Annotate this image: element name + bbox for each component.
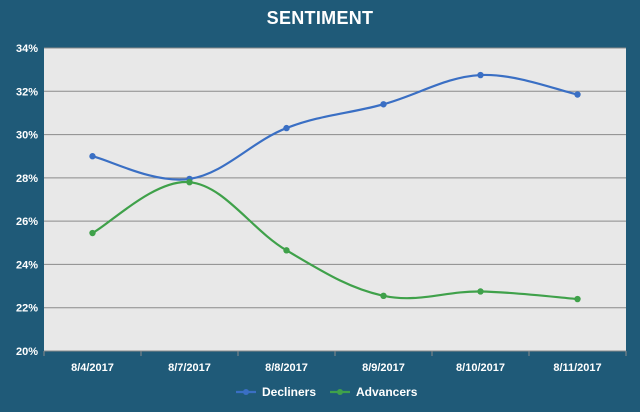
data-point-decliners: [574, 91, 581, 98]
x-tick-label: 8/7/2017: [168, 362, 211, 374]
legend-label-advancers: Advancers: [356, 385, 418, 399]
x-tick-label: 8/11/2017: [553, 362, 601, 374]
data-point-decliners: [380, 101, 387, 108]
legend-marker-decliners: [243, 389, 249, 395]
data-point-decliners: [89, 153, 96, 160]
legend-label-decliners: Decliners: [262, 385, 316, 399]
data-point-advancers: [380, 292, 387, 300]
data-point-advancers: [477, 288, 484, 295]
y-tick-label: 28%: [16, 173, 38, 185]
data-point-decliners: [477, 71, 484, 79]
x-tick-label: 8/8/2017: [265, 362, 308, 374]
data-point-advancers: [89, 229, 96, 237]
data-point-decliners: [283, 124, 290, 132]
chart-title: SENTIMENT: [266, 8, 374, 28]
legend-marker-advancers: [337, 389, 343, 395]
y-tick-label: 24%: [16, 259, 38, 271]
data-point-advancers: [283, 247, 290, 254]
y-tick-label: 22%: [16, 303, 38, 315]
y-tick-label: 34%: [16, 43, 38, 55]
data-point-advancers: [186, 178, 193, 186]
y-tick-label: 32%: [16, 86, 38, 98]
x-tick-label: 8/10/2017: [456, 362, 505, 374]
x-tick-label: 8/4/2017: [71, 362, 114, 374]
y-tick-label: 20%: [16, 346, 38, 358]
plot-area: [44, 48, 626, 351]
y-tick-label: 26%: [16, 216, 38, 228]
series-line-decliners: [92, 73, 578, 181]
data-point-advancers: [574, 295, 581, 303]
y-tick-label: 30%: [16, 130, 38, 142]
x-tick-label: 8/9/2017: [362, 362, 405, 374]
